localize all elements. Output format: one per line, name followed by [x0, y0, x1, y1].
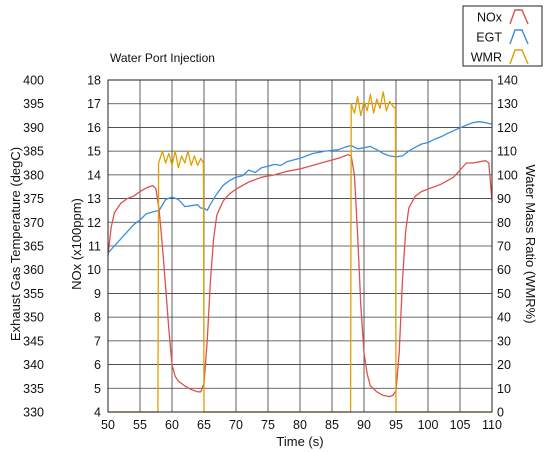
x-axis-ticks: 50 55 60 65 70 75 80 85 90 95 100 105 110: [101, 418, 502, 432]
x-tick-label: 65: [197, 418, 211, 432]
x-tick-label: 75: [261, 418, 275, 432]
left-tick-label: 335: [23, 382, 44, 396]
x-tick-label: 80: [293, 418, 307, 432]
right-tick-label: 40: [497, 311, 511, 325]
right-tick-label: 100: [497, 168, 518, 182]
left-tick-label: 375: [23, 192, 44, 206]
left-tick-label: 400: [23, 74, 44, 88]
right-tick-label: 80: [497, 216, 511, 230]
legend-swatch-wmr: [509, 49, 529, 65]
right-tick-label: 110: [497, 145, 517, 159]
left-axis-title: Exhaust Gas Temperature (degC): [8, 147, 23, 341]
nox-tick-label: 18: [87, 74, 101, 88]
x-tick-label: 100: [418, 418, 439, 432]
left-tick-label: 370: [23, 216, 44, 230]
right-axis-title: Water Mass Ratio (WMR%): [523, 164, 538, 323]
nox-tick-label: 7: [94, 334, 101, 348]
left-axis-ticks: 330 335 340 345 350 355 360 365 370 375 380 385 390 3…: [23, 74, 44, 420]
nox-tick-label: 12: [87, 216, 101, 230]
nox-tick-label: 10: [87, 263, 101, 277]
x-tick-label: 110: [482, 418, 502, 432]
x-tick-label: 60: [165, 418, 179, 432]
grid: [107, 79, 493, 413]
plot-frame: [107, 79, 493, 413]
nox-tick-label: 4: [94, 406, 101, 420]
right-tick-label: 30: [497, 334, 511, 348]
series-line-egt: [107, 121, 493, 254]
nox-tick-label: 16: [87, 121, 101, 135]
nox-tick-label: 11: [88, 240, 101, 254]
right-tick-label: 120: [497, 121, 518, 135]
right-tick-label: 20: [497, 358, 511, 372]
x-tick-label: 95: [389, 418, 403, 432]
legend-label-egt: EGT: [476, 31, 502, 45]
left-tick-label: 380: [23, 168, 44, 182]
right-tick-label: 130: [497, 97, 518, 111]
nox-tick-label: 8: [94, 311, 101, 325]
right-tick-label: 50: [497, 287, 511, 301]
right-tick-label: 140: [497, 74, 518, 88]
x-axis-title: Time (s): [276, 434, 323, 449]
right-tick-label: 10: [497, 382, 511, 396]
x-tick-label: 55: [133, 418, 147, 432]
left-tick-label: 395: [23, 97, 44, 111]
legend-label-wmr: WMR: [471, 51, 502, 65]
series-line-nox: [107, 154, 493, 398]
legend: NOx EGT WMR: [462, 5, 543, 67]
right-tick-label: 60: [497, 263, 511, 277]
nox-axis-title: NOx (x100ppm): [69, 198, 84, 290]
nox-tick-label: 17: [87, 97, 101, 111]
right-tick-label: 90: [497, 192, 511, 206]
right-tick-label: 0: [497, 406, 504, 420]
chart-title: Water Port Injection: [110, 51, 215, 65]
left-tick-label: 350: [23, 311, 44, 325]
left-tick-label: 385: [23, 145, 44, 159]
legend-box: [462, 5, 543, 67]
nox-axis-ticks: 4 5 6 7 8 9 10 11 12 13 14 15 16 17 18: [87, 74, 101, 420]
left-tick-label: 390: [23, 121, 44, 135]
x-tick-label: 90: [357, 418, 371, 432]
left-tick-label: 330: [23, 406, 44, 420]
legend-swatch-nox: [509, 9, 529, 25]
right-tick-label: 70: [497, 240, 511, 254]
x-tick-label: 50: [101, 418, 115, 432]
nox-tick-label: 13: [87, 192, 101, 206]
legend-label-nox: NOx: [477, 11, 503, 25]
right-axis-ticks: 0 10 20 30 40 50 60 70 80 90 100 110 120 130 140: [497, 74, 518, 420]
nox-tick-label: 15: [87, 145, 101, 159]
nox-tick-label: 14: [87, 168, 101, 182]
x-tick-label: 70: [229, 418, 243, 432]
legend-swatch-egt: [509, 29, 529, 45]
x-tick-label: 105: [450, 418, 471, 432]
left-tick-label: 360: [23, 263, 44, 277]
left-tick-label: 355: [23, 287, 44, 301]
x-tick-label: 85: [325, 418, 339, 432]
left-tick-label: 365: [23, 240, 44, 254]
nox-tick-label: 9: [94, 287, 101, 301]
left-tick-label: 345: [23, 334, 44, 348]
left-tick-label: 340: [23, 358, 44, 372]
nox-tick-label: 5: [94, 382, 101, 396]
nox-tick-label: 6: [94, 358, 101, 372]
